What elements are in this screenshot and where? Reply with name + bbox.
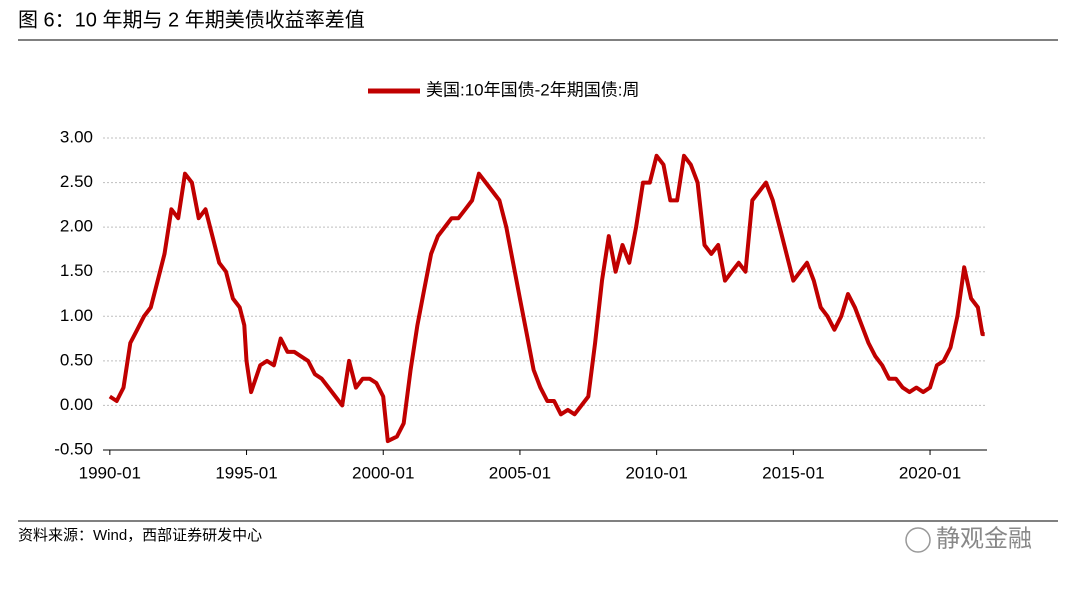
y-tick-label: 3.00 — [60, 127, 93, 146]
y-tick-label: -0.50 — [54, 439, 93, 458]
x-tick-label: 2015-01 — [762, 463, 824, 482]
source: 资料来源：Wind，西部证券研发中心 — [18, 527, 262, 544]
x-tick-label: 2005-01 — [489, 463, 551, 482]
y-tick-label: 2.00 — [60, 217, 93, 236]
y-tick-label: 2.50 — [60, 172, 93, 191]
x-tick-label: 1995-01 — [215, 463, 277, 482]
x-tick-label: 2010-01 — [625, 463, 687, 482]
x-tick-label: 2000-01 — [352, 463, 414, 482]
y-tick-label: 0.00 — [60, 395, 93, 414]
y-tick-label: 1.50 — [60, 261, 93, 280]
x-tick-label: 1990-01 — [79, 463, 141, 482]
watermark-icon — [905, 527, 931, 553]
legend-label: 美国:10年国债-2年期国债:周 — [426, 80, 639, 99]
chart-title: 图 6：10 年期与 2 年期美债收益率差值 — [18, 8, 365, 31]
y-tick-label: 0.50 — [60, 350, 93, 369]
y-tick-label: 1.00 — [60, 306, 93, 325]
watermark: 静观金融 — [936, 525, 1032, 552]
series-line — [108, 153, 985, 444]
x-tick-label: 2020-01 — [899, 463, 961, 482]
